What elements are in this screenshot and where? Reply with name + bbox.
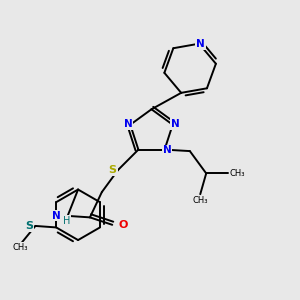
Text: N: N (163, 146, 171, 155)
Text: S: S (109, 165, 117, 175)
Text: N: N (52, 211, 61, 220)
Text: O: O (119, 220, 128, 230)
Text: CH₃: CH₃ (193, 196, 208, 205)
Text: CH₃: CH₃ (13, 243, 28, 252)
Text: N: N (171, 119, 179, 129)
Text: H: H (63, 216, 70, 226)
Text: S: S (25, 221, 33, 231)
Text: N: N (124, 119, 132, 129)
Text: N: N (196, 39, 205, 49)
Text: CH₃: CH₃ (230, 169, 245, 178)
